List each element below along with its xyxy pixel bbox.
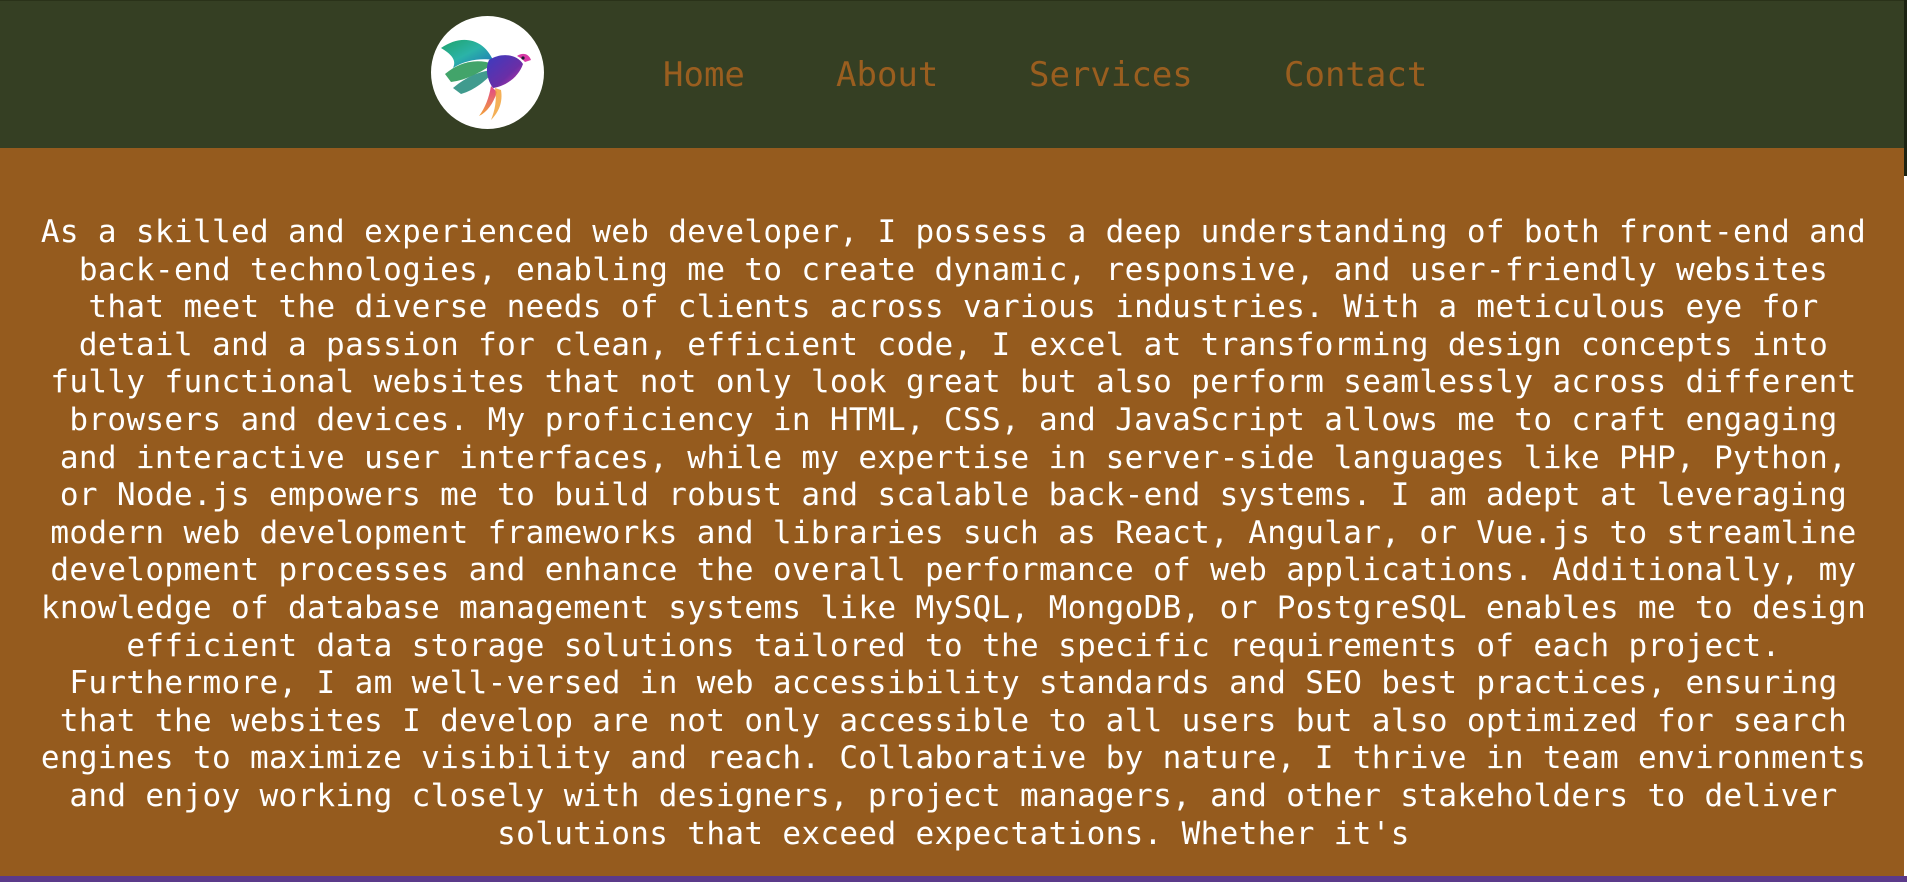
nav-link-home[interactable]: Home [663, 55, 745, 95]
about-section: As a skilled and experienced web develop… [0, 148, 1907, 878]
logo[interactable] [431, 16, 544, 129]
nav-link-contact[interactable]: Contact [1284, 55, 1428, 95]
nav-link-about[interactable]: About [836, 55, 939, 95]
main-nav: Home About Services Contact [0, 1, 1907, 149]
navbar: Home About Services Contact [0, 0, 1907, 148]
scrollbar-thumb[interactable] [1904, 0, 1907, 176]
bottom-border [0, 876, 1907, 882]
bird-logo-icon [441, 39, 531, 120]
scrollbar-track[interactable] [1904, 0, 1907, 878]
about-paragraph: As a skilled and experienced web develop… [40, 214, 1867, 852]
nav-link-services[interactable]: Services [1029, 55, 1193, 95]
